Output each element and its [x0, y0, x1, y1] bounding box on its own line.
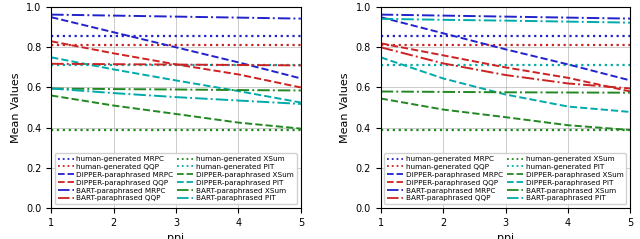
Legend: human-generated MRPC, human-generated QQP, DIPPER-paraphrased MRPC, DIPPER-parap: human-generated MRPC, human-generated QQ… — [55, 153, 296, 204]
Legend: human-generated MRPC, human-generated QQP, DIPPER-paraphrased MRPC, DIPPER-parap: human-generated MRPC, human-generated QQ… — [385, 153, 626, 204]
X-axis label: ppi: ppi — [168, 233, 184, 239]
Y-axis label: Mean Values: Mean Values — [340, 72, 350, 143]
Y-axis label: Mean Values: Mean Values — [10, 72, 20, 143]
X-axis label: ppi: ppi — [497, 233, 514, 239]
